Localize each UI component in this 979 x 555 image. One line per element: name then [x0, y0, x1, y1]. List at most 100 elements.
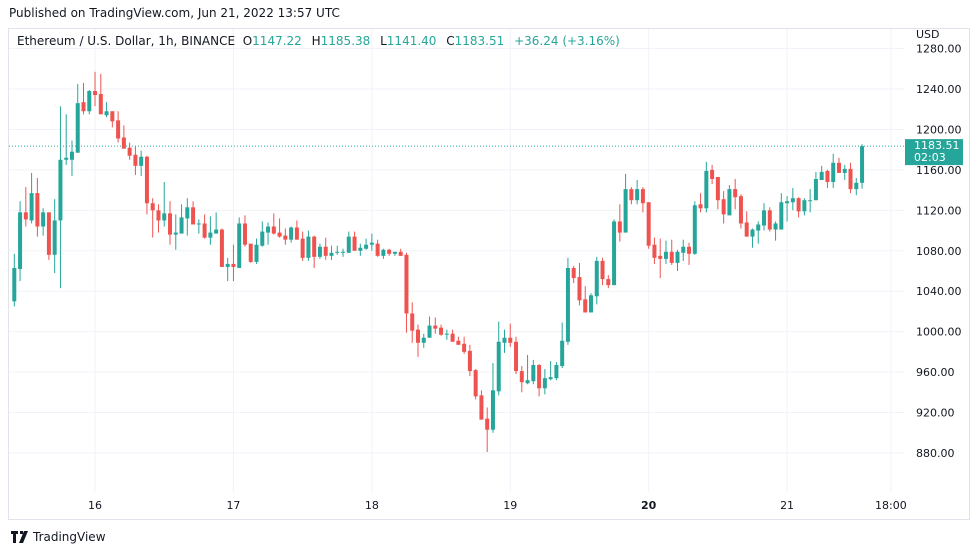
candle [352, 231, 357, 251]
candle-body [710, 169, 715, 179]
candle [35, 177, 40, 237]
candle [560, 322, 565, 369]
candle-body [836, 162, 841, 173]
candle-body [508, 337, 513, 343]
candle [156, 204, 161, 233]
candle-body [802, 200, 807, 212]
candle-body [635, 189, 640, 201]
candle-body [600, 260, 605, 280]
candle [802, 198, 807, 216]
candle-body [329, 252, 334, 256]
price-tick-label: 1040.00 [916, 285, 962, 298]
candle [681, 239, 686, 261]
candle [485, 407, 490, 452]
candle-body [191, 207, 196, 225]
candle-body [23, 212, 28, 220]
candle [93, 71, 98, 107]
bar-countdown: 02:03 [914, 151, 946, 164]
candle-body [306, 236, 311, 258]
candle [606, 275, 611, 289]
candle [271, 213, 276, 235]
candle [202, 214, 207, 239]
candle-body [698, 204, 703, 209]
candle [248, 243, 253, 263]
candle-body [110, 111, 115, 122]
candle-body [300, 238, 305, 258]
candle-body [277, 232, 282, 237]
candle [785, 196, 790, 222]
candle [427, 316, 432, 338]
candle [669, 239, 674, 265]
candle-body [415, 329, 420, 343]
candle-body [231, 263, 236, 267]
time-tick-label: 18:00 [875, 499, 907, 512]
candle-body [312, 236, 317, 257]
candle [715, 176, 720, 210]
candle [214, 212, 219, 234]
candle [617, 204, 622, 242]
candle [490, 363, 495, 433]
candle [237, 217, 242, 268]
candle [289, 226, 294, 243]
candle-body [254, 244, 259, 262]
candle [600, 257, 605, 286]
candle-body [168, 213, 173, 235]
candle-body [733, 189, 738, 198]
candle [854, 177, 859, 196]
candle-body [531, 365, 536, 382]
price-tick-label: 1000.00 [916, 326, 962, 339]
candle [173, 214, 178, 250]
candle [254, 238, 259, 264]
close-value: 1183.51 [454, 34, 505, 48]
candle [306, 230, 311, 261]
candle-body [81, 102, 86, 112]
candle-body [646, 202, 651, 246]
candle-body [162, 213, 167, 221]
price-tick-label: 1160.00 [916, 164, 962, 177]
candle-body [185, 207, 190, 219]
candle [542, 369, 547, 395]
candle-body [652, 244, 657, 258]
candle-body [825, 170, 830, 183]
candle [317, 243, 322, 259]
candle-body [727, 189, 732, 216]
candle-body [796, 198, 801, 212]
candle [842, 164, 847, 180]
candle [819, 165, 824, 180]
candle-body [525, 380, 530, 384]
candle-body [750, 229, 755, 237]
candle [779, 193, 784, 230]
candle [825, 169, 830, 189]
chart-frame [8, 28, 970, 520]
candle [727, 185, 732, 216]
candle-body [144, 156, 149, 204]
candle-body [387, 249, 392, 254]
candle [623, 173, 628, 233]
candle-body [444, 333, 449, 335]
candle [133, 146, 138, 175]
candle [329, 245, 334, 260]
candle [75, 83, 80, 153]
candle [652, 237, 657, 264]
candle [110, 111, 115, 128]
candle [554, 361, 559, 381]
candle [294, 220, 299, 240]
candle-body [502, 337, 507, 343]
candle-body [127, 147, 132, 156]
candle [364, 238, 369, 250]
candle [242, 215, 247, 247]
tradingview-brand[interactable]: TradingView [11, 530, 106, 544]
candle-body [41, 212, 46, 227]
candle-body [658, 255, 663, 259]
candle [52, 199, 57, 274]
last-price-badge [905, 139, 963, 166]
candle-body [548, 377, 553, 380]
candle-body [225, 263, 230, 267]
candle [756, 221, 761, 244]
published-caption: Published on TradingView.com, Jun 21, 20… [9, 6, 340, 20]
candle-body [467, 350, 472, 372]
symbol-title[interactable]: Ethereum / U.S. Dollar, 1h, BINANCE [17, 34, 236, 48]
candle-body [854, 182, 859, 190]
price-tick-label: 1200.00 [916, 123, 962, 136]
